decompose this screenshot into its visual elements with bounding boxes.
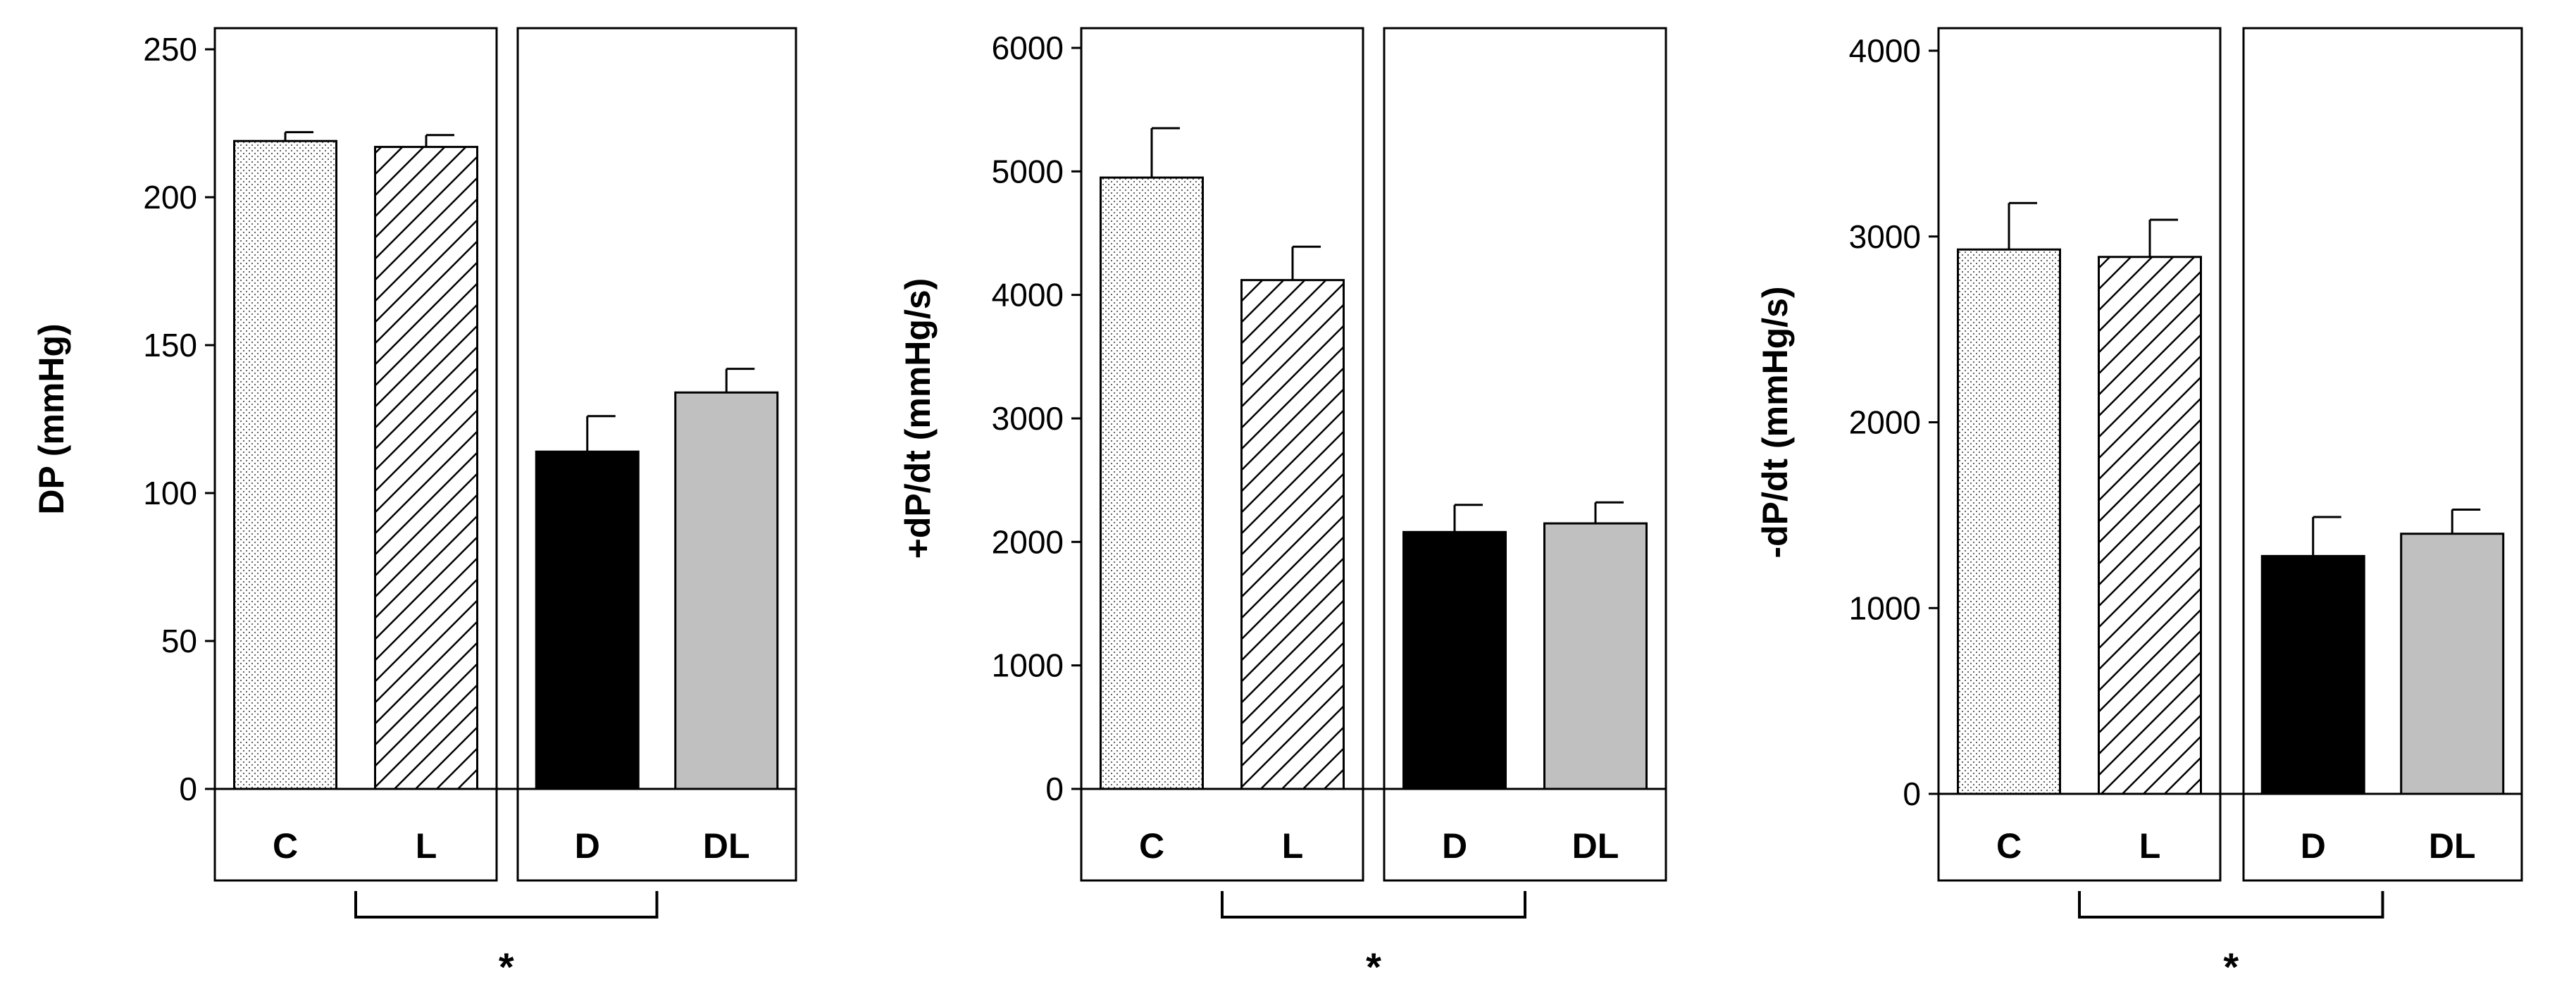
y-tick-label: 0 (1903, 776, 1921, 812)
bar-L (2098, 256, 2202, 795)
y-axis-title: DP (mmHg) (32, 323, 71, 514)
category-label-D: D (575, 826, 600, 866)
y-tick-label: 4000 (1849, 32, 1921, 69)
category-label-L: L (2139, 826, 2161, 866)
chart-panel-dp: DP (mmHg) * 0 50 100 150 200 250 C L D DL (32, 27, 797, 989)
bar-D (1402, 530, 1507, 790)
chart-panel-minus-dpdt: -dP/dt (mmHg/s) * 0 1000 2000 3000 4000 C L D DL (1755, 27, 2523, 989)
y-tick-label: 3000 (1849, 218, 1921, 255)
y-axis-title: +dP/dt (mmHg/s) (898, 278, 938, 559)
y-tick-label: 0 (1045, 771, 1064, 807)
bar-DL (2400, 533, 2505, 795)
bar-C (1100, 176, 1204, 790)
y-tick-label: 1000 (992, 647, 1064, 684)
chart-panel-plus-dpdt: +dP/dt (mmHg/s) * 0 1000 2000 3000 4000 5000 6… (898, 27, 1667, 989)
y-tick-label: 100 (143, 475, 197, 511)
significance-bracket (354, 891, 659, 919)
category-label-C: C (1139, 826, 1164, 866)
bar-L (374, 146, 478, 790)
category-label-L: L (1282, 826, 1304, 866)
category-label-DL: DL (703, 826, 750, 866)
significance-bracket (2078, 891, 2384, 919)
significance-marker: * (1366, 945, 1381, 989)
bar-DL (674, 391, 779, 790)
y-tick-label: 6000 (992, 30, 1064, 66)
y-tick-label: 2000 (992, 523, 1064, 560)
y-tick-label: 3000 (992, 400, 1064, 437)
y-tick-label: 150 (143, 327, 197, 363)
category-label-DL: DL (2429, 826, 2476, 866)
y-tick-label: 5000 (992, 153, 1064, 189)
significance-marker: * (2223, 945, 2239, 989)
category-label-D: D (1442, 826, 1467, 866)
group-box-2 (1383, 27, 1667, 882)
significance-marker: * (499, 945, 514, 989)
group-box-2 (516, 27, 797, 882)
bar-D (535, 450, 640, 790)
y-tick-label: 200 (143, 179, 197, 216)
bar-L (1240, 279, 1345, 790)
y-tick-label: 0 (179, 771, 197, 807)
group-box-2 (2242, 27, 2523, 882)
y-tick-label: 50 (161, 623, 197, 659)
y-axis-title: -dP/dt (mmHg/s) (1755, 286, 1795, 558)
y-tick-label: 2000 (1849, 404, 1921, 441)
y-tick-label: 4000 (992, 277, 1064, 313)
bar-DL (1543, 522, 1648, 790)
category-label-D: D (2301, 826, 2326, 866)
category-label-C: C (273, 826, 298, 866)
bar-D (2260, 554, 2365, 795)
category-label-DL: DL (1572, 826, 1619, 866)
category-label-C: C (1996, 826, 2022, 866)
y-tick-label: 250 (143, 31, 197, 68)
y-tick-label: 1000 (1849, 590, 1921, 626)
bar-C (233, 139, 337, 790)
bar-C (1957, 248, 2061, 795)
significance-bracket (1221, 891, 1526, 919)
category-label-L: L (416, 826, 437, 866)
